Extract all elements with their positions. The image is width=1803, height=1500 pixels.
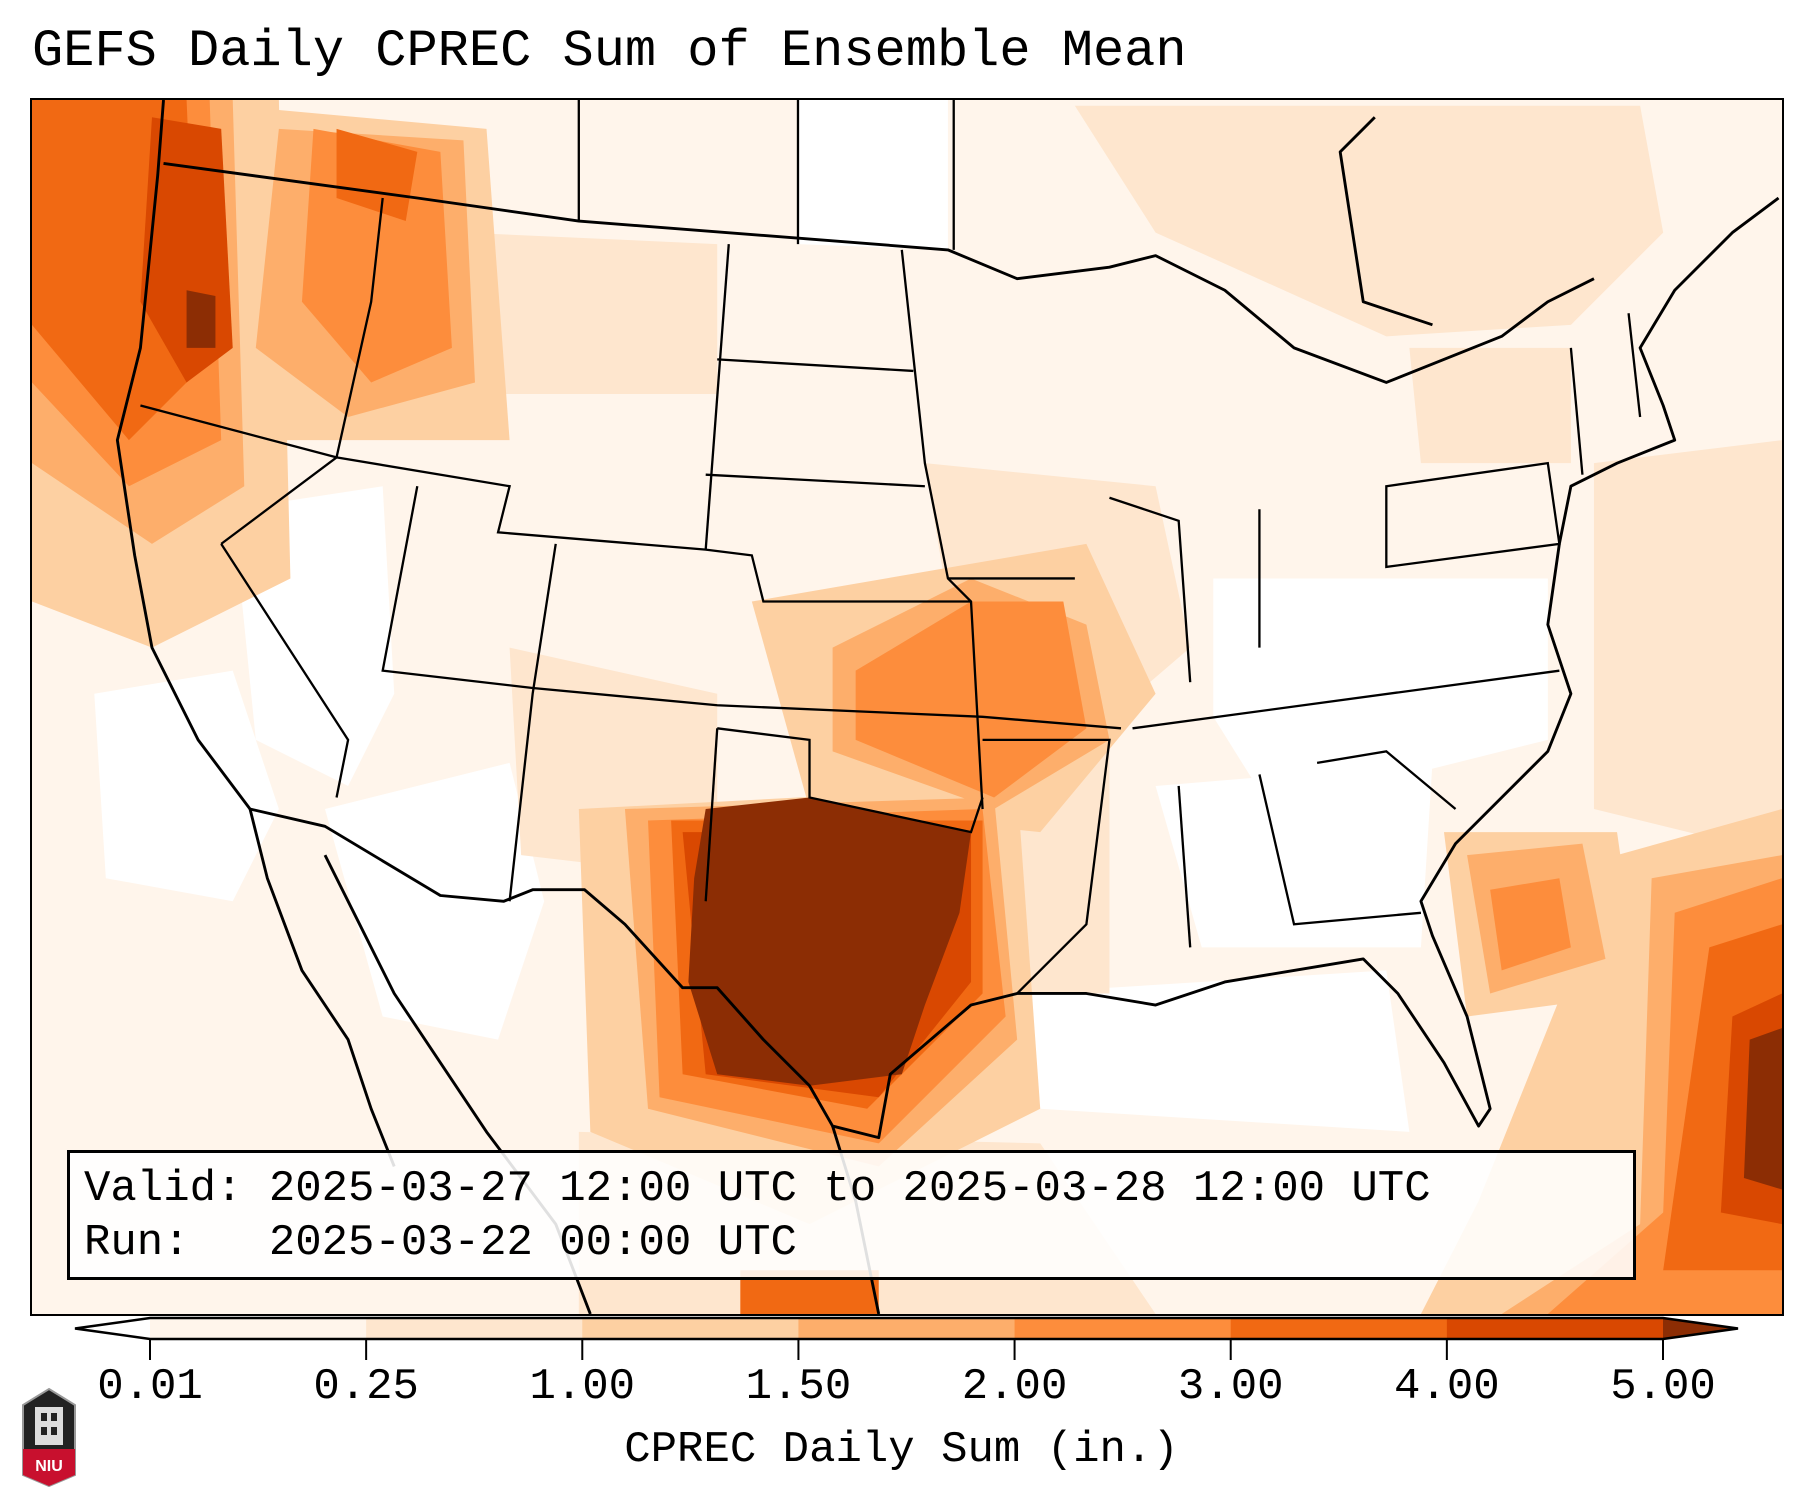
precip-over-5 xyxy=(186,290,1782,1190)
valid-time-text: Valid: 2025-03-27 12:00 UTC to 2025-03-2… xyxy=(84,1164,1431,1214)
chart-title: GEFS Daily CPREC Sum of Ensemble Mean xyxy=(32,22,1187,81)
colorbar-tick-label: 3.00 xyxy=(1177,1362,1284,1412)
precipitation-map xyxy=(30,98,1784,1316)
colorbar-tick-label: 0.25 xyxy=(313,1362,419,1412)
niu-logo: NIU xyxy=(22,1387,76,1487)
colorbar xyxy=(74,1316,1739,1360)
colorbar-segment xyxy=(1446,1318,1664,1339)
colorbar-segment xyxy=(1014,1318,1232,1339)
colorbar-segment xyxy=(366,1318,583,1339)
colorbar-tick-label: 5.00 xyxy=(1610,1362,1716,1412)
colorbar-segment xyxy=(798,1318,1016,1339)
colorbar-tick-label: 2.00 xyxy=(961,1362,1068,1412)
colorbar-segment xyxy=(150,1318,367,1339)
valid-time-info-box: Valid: 2025-03-27 12:00 UTC to 2025-03-2… xyxy=(67,1150,1636,1280)
colorbar-label: CPREC Daily Sum (in.) xyxy=(624,1425,1179,1475)
colorbar-segment xyxy=(582,1318,799,1339)
colorbar-tick-label: 4.00 xyxy=(1394,1362,1500,1412)
colorbar-segment xyxy=(1230,1318,1448,1339)
colorbar-tick-label: 0.01 xyxy=(97,1362,203,1412)
colorbar-over-extend xyxy=(1663,1318,1738,1339)
state-borders xyxy=(140,100,1642,995)
logo-text: NIU xyxy=(35,1458,63,1475)
colorbar-tick-label: 1.00 xyxy=(529,1362,636,1412)
run-time-text: Run: 2025-03-22 00:00 UTC xyxy=(84,1218,797,1268)
colorbar-under-extend xyxy=(75,1318,150,1339)
colorbar-tick-label: 1.50 xyxy=(745,1362,852,1412)
